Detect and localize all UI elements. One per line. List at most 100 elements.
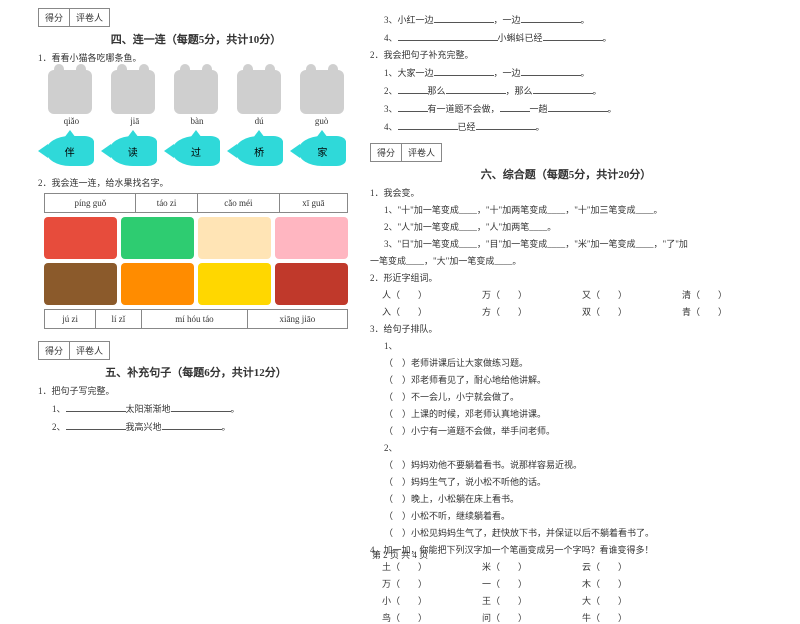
fish-char: 家 [317, 144, 327, 159]
sort-item: （ ）小松不听，继续躺着看。 [370, 509, 762, 522]
fruit-icon [275, 263, 348, 305]
char-item: 人（ ） [382, 288, 462, 301]
fruit-name: táo zi [136, 194, 197, 213]
char-item: 鸟（ ） [382, 611, 462, 624]
score-box-6: 得分 评卷人 [370, 143, 442, 162]
fill-text: 我高兴地 [126, 422, 162, 432]
fruit-name: lí zǐ [96, 310, 142, 329]
fish-icon: 读 [109, 136, 157, 166]
fish-icon: 桥 [235, 136, 283, 166]
fruit-table-top: píng guǒ táo zi cǎo méi xī guā [44, 193, 347, 213]
score-label: 得分 [39, 342, 70, 359]
char-item: 一（ ） [482, 577, 562, 590]
q6-1-line: 2、"人"加一笔变成____，"人"加两笔____。 [370, 220, 762, 233]
pinyin: dú [255, 116, 264, 126]
score-label: 得分 [371, 144, 402, 161]
grader-label: 评卷人 [402, 144, 441, 161]
fish-char: 伴 [65, 144, 75, 159]
grader-label: 评卷人 [70, 9, 109, 26]
page: 得分 评卷人 四、连一连（每题5分，共计10分） 1．看看小猫各吃哪条鱼。 qi… [0, 0, 800, 565]
sort-item: （ ）小宁有一道题不会做，举手问老师。 [370, 424, 762, 437]
fruit-icon [121, 263, 194, 305]
fish-char: 桥 [254, 144, 264, 159]
fill-text: 4、 [384, 33, 398, 43]
fill-line: 4、小蝌蚪已经。 [370, 30, 762, 44]
fruit-icon [198, 217, 271, 259]
fruit-name: jú zi [45, 310, 96, 329]
fruit-name: xiāng jiāo [248, 310, 348, 329]
grader-label: 评卷人 [70, 342, 109, 359]
score-label: 得分 [39, 9, 70, 26]
fill-text: 已经 [458, 122, 476, 132]
section-5-title: 五、补充句子（每题6分，共计12分） [38, 364, 354, 380]
q5-1: 1．把句子写完整。 [38, 384, 354, 397]
q6-2: 2．形近字组词。 [370, 271, 762, 284]
fruit-name: mí hóu táo [141, 310, 247, 329]
char-item: 方（ ） [482, 305, 562, 318]
pinyin: guò [315, 116, 329, 126]
sort-line: 2、 [370, 441, 762, 454]
sort-item: （ ）妈妈生气了，说小松不听他的话。 [370, 475, 762, 488]
fruit-icon [198, 263, 271, 305]
fill-text: 3、 [384, 104, 398, 114]
char-item: 清（ ） [682, 288, 762, 301]
section-6-title: 六、综合题（每题5分，共计20分） [370, 166, 762, 182]
q6-1-line: 1、"十"加一笔变成____，"十"加两笔变成____，"十"加三笔变成____… [370, 203, 762, 216]
cat-pinyin-row: qiǎo jiā bàn dú guò [38, 116, 354, 126]
q6-1-line: 一笔变成____，"大"加一笔变成____。 [370, 254, 762, 267]
q6-3: 3．给句子排队。 [370, 322, 762, 335]
char-row: 鸟（ ） 问（ ） 牛（ ） [382, 611, 762, 624]
fill-text: ，一边 [494, 68, 521, 78]
score-box-4: 得分 评卷人 [38, 8, 110, 27]
char-item: 入（ ） [382, 305, 462, 318]
q6-1-line: 3、"日"加一笔变成____，"目"加一笔变成____，"米"加一笔变成____… [370, 237, 762, 250]
fruit-icon [44, 217, 117, 259]
fill-line: 1、大家一边，一边。 [370, 65, 762, 79]
cat-icon [300, 70, 344, 114]
score-box-5: 得分 评卷人 [38, 341, 110, 360]
char-item: 牛（ ） [582, 611, 662, 624]
fill-text: 有一道题不会做， [428, 104, 500, 114]
cat-icon [48, 70, 92, 114]
fill-line: 2、那么，那么。 [370, 83, 762, 97]
char-item: 米（ ） [482, 560, 562, 573]
fill-line: 3、有一道题不会做，一趟。 [370, 101, 762, 115]
fish-row: 伴 读 过 桥 家 [38, 136, 354, 166]
fruit-grid [44, 217, 347, 305]
char-item: 云（ ） [582, 560, 662, 573]
fill-text: 3、小红一边 [384, 15, 434, 25]
q4-2: 2．我会连一连，给水果找名字。 [38, 176, 354, 189]
section-4-title: 四、连一连（每题5分，共计10分） [38, 31, 354, 47]
fish-char: 过 [191, 144, 201, 159]
fill-text: 一趟 [530, 104, 548, 114]
q5-1-line: 1、太阳渐渐地。 [38, 401, 354, 415]
fish-char: 读 [128, 144, 138, 159]
sort-item: （ ）上课的时候，邓老师认真地讲课。 [370, 407, 762, 420]
char-row: 人（ ） 万（ ） 又（ ） 清（ ） [382, 288, 762, 301]
fish-icon: 家 [298, 136, 346, 166]
char-item: 木（ ） [582, 577, 662, 590]
cat-icon [174, 70, 218, 114]
sort-item: （ ）晚上，小松躺在床上看书。 [370, 492, 762, 505]
fish-icon: 伴 [46, 136, 94, 166]
sort-item: （ ）小松见妈妈生气了，赶快放下书，并保证以后不躺着看书了。 [370, 526, 762, 539]
q5-1-line: 2、我高兴地。 [38, 419, 354, 433]
char-item: 王（ ） [482, 594, 562, 607]
char-item: 万（ ） [482, 288, 562, 301]
fill-text: 太阳渐渐地 [126, 404, 171, 414]
q4-1: 1．看看小猫各吃哪条鱼。 [38, 51, 354, 64]
char-item: 小（ ） [382, 594, 462, 607]
char-item: 双（ ） [582, 305, 662, 318]
q6-1: 1．我会变。 [370, 186, 762, 199]
fill-text: ，那么 [506, 86, 533, 96]
pinyin: qiǎo [64, 116, 80, 126]
fish-icon: 过 [172, 136, 220, 166]
sort-item: （ ）妈妈劝他不要躺着看书。说那样容易近视。 [370, 458, 762, 471]
fill-text: 4、 [384, 122, 398, 132]
pinyin: jiā [130, 116, 139, 126]
right-column: 3、小红一边，一边。 4、小蝌蚪已经。 2．我会把句子补充完整。 1、大家一边，… [362, 8, 770, 545]
char-item: 大（ ） [582, 594, 662, 607]
sort-item: （ ）老师讲课后让大家做练习题。 [370, 356, 762, 369]
fill-line: 3、小红一边，一边。 [370, 12, 762, 26]
char-row: 入（ ） 方（ ） 双（ ） 青（ ） [382, 305, 762, 318]
